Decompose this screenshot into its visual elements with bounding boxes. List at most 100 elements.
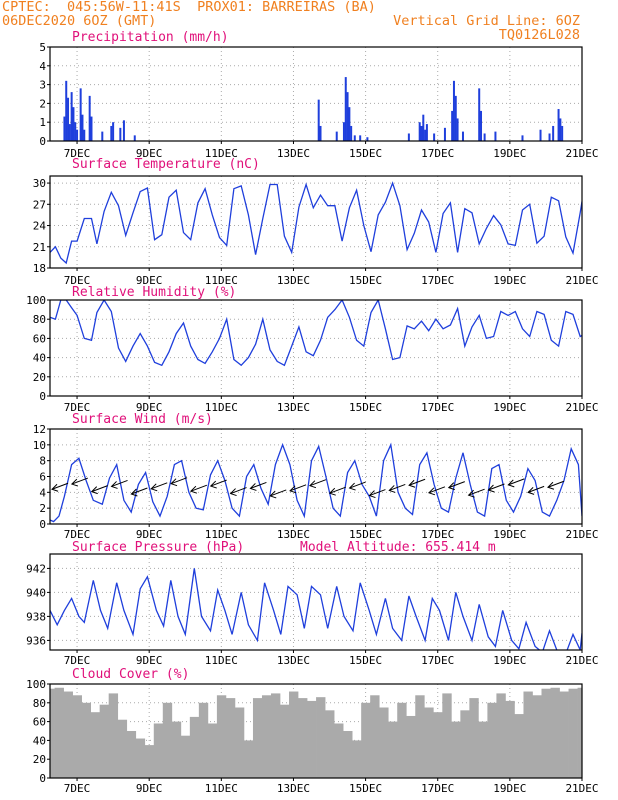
wind-arrow-shaft (488, 483, 505, 491)
x-tick-label: 7DEC (64, 401, 91, 414)
cloud-bar (234, 707, 245, 778)
cloud-bar (63, 691, 73, 778)
wind-arrow-shaft (369, 489, 386, 497)
precip-bar (451, 110, 454, 141)
cloud-bar (180, 735, 191, 778)
y-tick-label: 24 (33, 220, 47, 233)
cloud-bar (550, 687, 560, 778)
panel-frame (49, 299, 583, 397)
wind-arrow-shaft (468, 488, 485, 496)
x-tick-label: 13DEC (277, 654, 310, 667)
wind-arrow-shaft (230, 487, 247, 495)
x-tick-label: 9DEC (136, 528, 163, 541)
cloud-bar (487, 702, 497, 778)
precip-bar (348, 107, 351, 141)
y-tick-label: 100 (26, 678, 46, 691)
precip-bar (422, 114, 425, 141)
y-tick-label: 60 (33, 332, 46, 345)
cloud-bar (442, 693, 452, 778)
wind-arrow-head (229, 488, 237, 497)
cloud-bar (559, 691, 569, 778)
x-tick-label: 9DEC (136, 401, 163, 414)
y-tick-label: 6 (39, 471, 46, 484)
x-tick-label: 21DEC (565, 782, 598, 795)
y-tick-label: 4 (39, 60, 46, 73)
precip-bar (521, 135, 524, 141)
cloud-bar (99, 704, 110, 778)
precip-bar (72, 107, 75, 141)
x-tick-label: 11DEC (205, 274, 238, 287)
y-tick-label: 18 (33, 262, 46, 275)
wind-arrow-shaft (131, 487, 148, 495)
x-tick-label: 11DEC (205, 782, 238, 795)
panel-title: Precipitation (mm/h) (72, 30, 229, 45)
cloud-bar (496, 693, 506, 778)
cloud-bar (252, 698, 263, 778)
x-tick-label: 9DEC (136, 274, 163, 287)
cloud-bar (261, 695, 272, 778)
wind-arrow-head (408, 479, 416, 488)
cloud-bar (54, 687, 64, 778)
y-tick-label: 1 (39, 116, 46, 129)
x-tick-label: 15DEC (349, 147, 382, 160)
panel-title: Surface Temperature (nC) (72, 157, 260, 172)
x-tick-label: 13DEC (277, 782, 310, 795)
cloud-bar (343, 731, 353, 778)
precip-bar (561, 125, 564, 141)
precip-bar (83, 129, 86, 141)
precip-bar (478, 88, 481, 141)
cloud-bar (505, 700, 515, 778)
panel-frame (49, 553, 583, 651)
wind-arrow-shaft (111, 479, 128, 487)
cloud-bar (352, 740, 362, 778)
precip-bar (65, 80, 68, 141)
cloud-bar (514, 714, 524, 778)
wind-arrow-shaft (289, 484, 307, 492)
x-tick-label: 17DEC (421, 782, 454, 795)
panel-subtitle: Model Altitude: 655.414 m (300, 540, 496, 555)
wind-arrow-shaft (51, 482, 69, 490)
y-tick-label: 0 (39, 135, 46, 148)
precip-bar (68, 124, 71, 141)
cloud-bar (478, 721, 488, 778)
precip-bar (418, 122, 421, 141)
cloud-bar (433, 712, 443, 778)
precip-bar (70, 92, 73, 141)
precip-bar (112, 122, 115, 141)
x-tick-label: 19DEC (493, 782, 526, 795)
precip-bar (119, 127, 122, 141)
precip-bar (494, 131, 497, 141)
precip-bar (67, 97, 70, 141)
y-tick-label: 21 (33, 241, 46, 254)
precip-bar (454, 95, 457, 141)
cloud-bar (171, 721, 182, 778)
x-tick-label: 19DEC (493, 274, 526, 287)
cloud-bar (334, 723, 344, 778)
precip-bar (557, 109, 560, 141)
cloud-bar (523, 691, 533, 778)
wind-arrow-head (527, 487, 535, 495)
cloud-bar (72, 695, 82, 778)
cloud-bar (126, 731, 137, 778)
y-tick-label: 20 (33, 753, 46, 766)
wind-arrow-head (368, 490, 376, 499)
cloud-bar (270, 693, 281, 778)
x-tick-label: 17DEC (421, 274, 454, 287)
cloud-bar (307, 700, 317, 778)
y-tick-label: 27 (33, 198, 46, 211)
wind-arrow-head (110, 481, 118, 489)
y-tick-label: 80 (33, 313, 46, 326)
wind-arrow-head (130, 488, 138, 497)
panel-frame (49, 175, 583, 269)
wind-arrow-head (428, 487, 436, 496)
x-tick-label: 15DEC (349, 782, 382, 795)
y-tick-label: 940 (26, 586, 46, 599)
wind-arrow-shaft (448, 481, 465, 489)
wind-arrow-shaft (408, 478, 426, 486)
precip-bar (456, 118, 459, 141)
y-tick-label: 936 (26, 634, 46, 647)
wind-arrow-head (447, 482, 455, 491)
wind-arrow-shaft (309, 479, 327, 487)
wind-arrow-head (189, 485, 198, 494)
cloud-bar (189, 716, 200, 778)
